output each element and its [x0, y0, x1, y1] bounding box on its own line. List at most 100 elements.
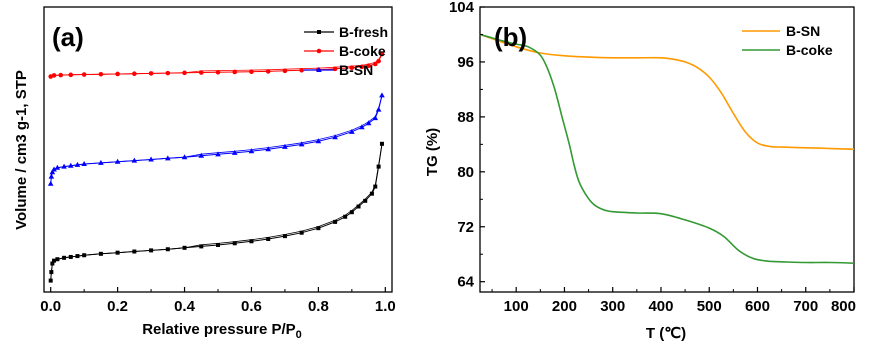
panel-a-label: (a) — [52, 22, 84, 52]
b-fresh-point — [316, 226, 321, 231]
b-coke-point — [58, 72, 64, 78]
b-fresh-point — [48, 278, 53, 283]
y-tick-label: 72 — [457, 219, 474, 236]
b-coke-point — [376, 58, 381, 64]
b-fresh-point — [356, 204, 361, 209]
b-sn-curve — [479, 33, 855, 150]
b-fresh-point — [376, 164, 381, 169]
legend-b-coke-label: B-coke — [339, 43, 386, 59]
b-sn-point — [61, 163, 67, 169]
panel-b-x-ticks: 100 200 300 400 500 600 700 800 — [491, 287, 856, 315]
b-coke-point — [81, 72, 87, 77]
panel-b-label: (b) — [494, 22, 527, 52]
b-sn-point — [215, 151, 221, 157]
b-fresh-point — [62, 255, 67, 260]
b-sn-point — [114, 158, 121, 164]
b-fresh-point — [266, 236, 271, 241]
b-sn-point — [379, 92, 385, 98]
b-sn-point — [131, 157, 138, 163]
y-tick-label: 104 — [449, 0, 475, 16]
panel-a: 0.0 0.2 0.4 0.6 0.8 1.0 (a) Relative pressure… — [13, 6, 396, 341]
b-sn-point — [148, 156, 154, 162]
b-sn-point — [98, 159, 104, 165]
b-sn-point — [51, 166, 57, 172]
b-coke-point — [68, 72, 74, 78]
y-tick-label: 88 — [457, 109, 474, 126]
b-sn-point — [365, 120, 372, 126]
b-coke-point — [282, 68, 288, 74]
b-sn-point — [315, 138, 322, 144]
b-fresh-point — [165, 247, 170, 252]
y-tick-label: 64 — [457, 274, 474, 291]
legend-b-coke-marker — [316, 48, 322, 54]
b-fresh-point — [52, 258, 57, 263]
b-sn-point — [198, 152, 205, 158]
b-sn-point — [67, 162, 74, 168]
b-coke-point — [265, 69, 271, 74]
b-coke-point — [115, 71, 120, 77]
b-sn-point — [375, 106, 382, 112]
x-tick-label: 0.8 — [308, 298, 329, 315]
b-sn-point — [349, 128, 355, 134]
b-fresh-point — [132, 249, 137, 254]
b-sn-line — [50, 95, 383, 184]
panel-b-x-axis-label: T (℃) — [646, 325, 686, 342]
b-fresh-point — [333, 219, 338, 224]
b-coke-point — [299, 67, 304, 73]
b-coke-point — [372, 61, 378, 67]
b-fresh-point — [98, 251, 103, 256]
b-sn-point — [359, 124, 365, 130]
b-coke-point — [198, 70, 204, 75]
b-fresh-point — [373, 184, 378, 189]
b-sn-point — [49, 169, 56, 175]
b-fresh-point — [49, 270, 54, 275]
b-fresh-point — [55, 257, 60, 262]
b-fresh-point — [115, 250, 120, 255]
x-tick-label: 600 — [745, 298, 770, 315]
b-sn-point — [181, 154, 188, 160]
panel-a-legend: B-fresh B-coke B-SN — [304, 24, 388, 78]
b-fresh-point — [199, 244, 204, 249]
b-coke-point — [148, 71, 154, 76]
legend-b-fresh-marker — [317, 30, 321, 34]
legend-b-sn-marker — [316, 67, 322, 72]
b-fresh-point — [50, 261, 55, 266]
x-tick-label: 400 — [648, 298, 673, 315]
x-tick-label: 0.0 — [40, 298, 61, 315]
b-fresh-point — [149, 248, 154, 253]
y-tick-label: 96 — [457, 54, 474, 71]
x-tick-label: 800 — [831, 298, 856, 315]
panel-b-legend: B-SN B-coke — [742, 23, 833, 58]
b-fresh-point — [379, 141, 384, 146]
b-coke-point — [232, 69, 238, 75]
b-sn-point — [74, 161, 81, 167]
legend-b-sn-label: B-SN — [786, 23, 820, 39]
b-coke-point — [132, 71, 137, 76]
b-coke-point — [51, 73, 57, 78]
b-coke-point — [349, 65, 355, 71]
b-coke-curve — [479, 33, 855, 264]
b-coke-point — [182, 70, 187, 76]
y-tick-label: 80 — [457, 164, 474, 181]
b-sn-point — [165, 155, 171, 161]
b-fresh-point — [82, 253, 87, 258]
b-fresh-point — [343, 214, 348, 219]
legend-b-fresh-label: B-fresh — [339, 24, 388, 40]
b-fresh-point — [299, 230, 304, 235]
b-sn-point — [47, 180, 54, 186]
b-coke-point — [379, 51, 385, 57]
b-coke-point — [359, 64, 365, 70]
x-tick-label: 200 — [552, 298, 577, 315]
b-coke-point — [215, 69, 221, 75]
x-tick-label: 300 — [600, 298, 625, 315]
b-fresh-point — [282, 234, 287, 239]
x-tick-label: 100 — [504, 298, 529, 315]
legend-b-coke-label: B-coke — [786, 42, 833, 58]
b-sn-point — [282, 143, 288, 149]
panel-b-y-ticks: 64 72 80 88 96 104 — [449, 0, 485, 291]
b-sn-point — [248, 148, 255, 154]
b-coke-point — [165, 70, 171, 76]
b-coke-point — [366, 63, 371, 69]
b-coke-point — [98, 71, 104, 77]
